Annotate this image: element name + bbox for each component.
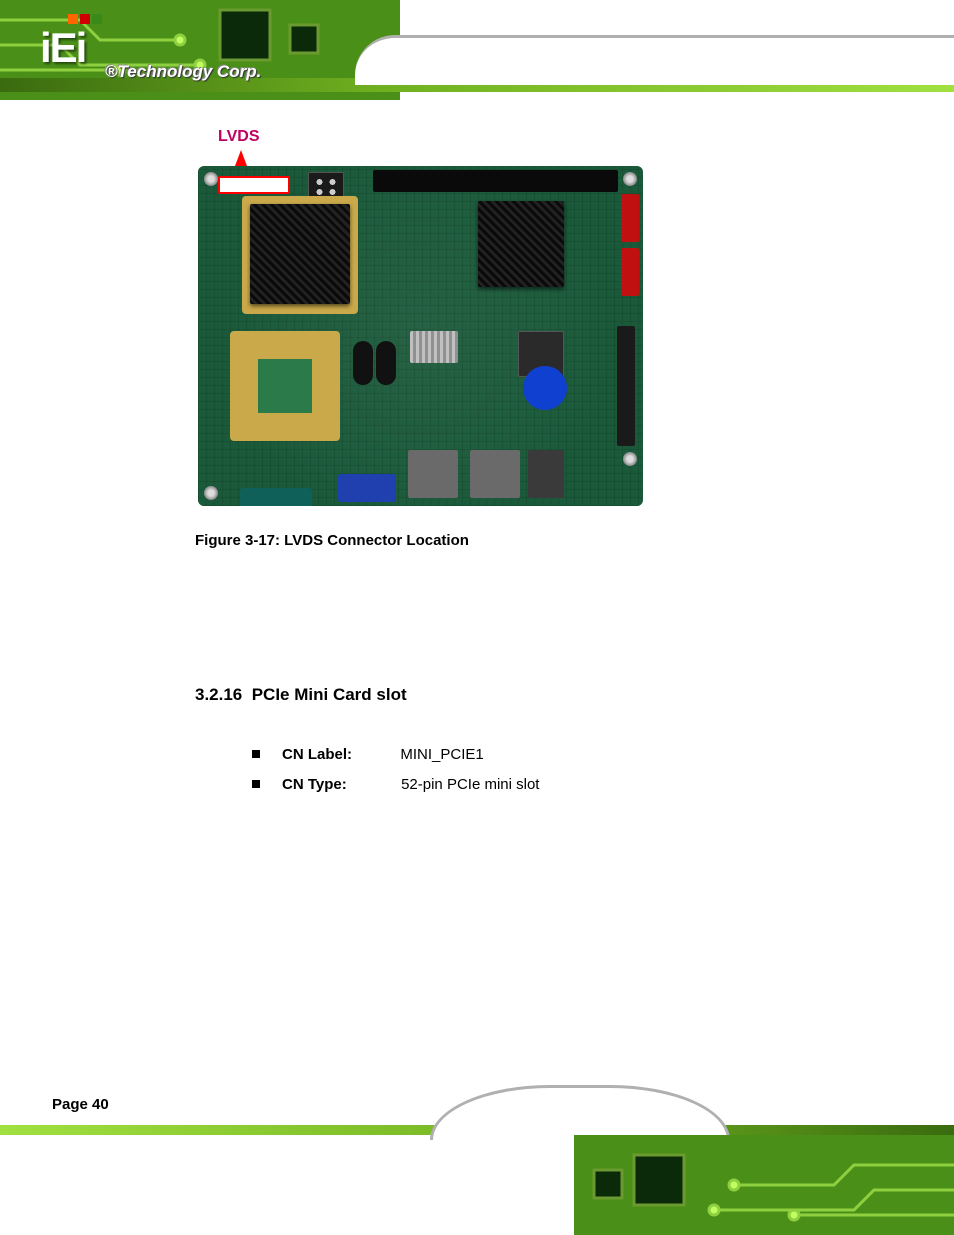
capacitor [376, 341, 396, 385]
small-heatsink [410, 331, 458, 363]
figure-caption: Figure 3-17: LVDS Connector Location [195, 532, 469, 549]
pin-header [617, 326, 635, 446]
mounting-hole [623, 452, 637, 466]
section-heading: 3.2.16 PCIe Mini Card slot [195, 685, 407, 705]
section-number: 3.2.16 [195, 685, 242, 704]
page-header: iEi ®Technology Corp. [0, 0, 954, 105]
cpu-socket [230, 331, 340, 441]
spec-label: CN Type: [282, 776, 347, 793]
logo-tagline: ®Technology Corp. [105, 62, 261, 82]
mounting-hole [204, 172, 218, 186]
capacitor [353, 341, 373, 385]
brand-logo: iEi [40, 24, 85, 72]
list-item: CN Label: MINI_PCIE1 [252, 740, 539, 770]
page-footer [0, 1100, 954, 1235]
logo-color-blocks [68, 14, 102, 24]
spec-value: 52-pin PCIe mini slot [401, 776, 539, 793]
vga-port [338, 474, 396, 502]
sata-connector [621, 248, 639, 296]
spec-value: MINI_PCIE1 [400, 746, 483, 763]
southbridge-heatsink [478, 201, 564, 287]
header-curve [355, 35, 954, 85]
section-title: PCIe Mini Card slot [252, 685, 407, 704]
cmos-battery [523, 366, 567, 410]
mounting-hole [623, 172, 637, 186]
circuit-pattern-icon [574, 1135, 954, 1235]
logo-text: iEi [40, 24, 85, 72]
connector-spec-list: CN Label: MINI_PCIE1 CN Type: 52-pin PCI… [252, 740, 539, 800]
arrow-up-icon [235, 150, 247, 166]
logo-block [68, 14, 78, 24]
footer-curve [430, 1085, 730, 1140]
expansion-header [373, 170, 618, 192]
ethernet-port [408, 450, 458, 498]
northbridge-heatsink [250, 204, 350, 304]
serial-port [240, 488, 312, 506]
usb-port [528, 450, 564, 498]
lvds-callout-label: LVDS [218, 128, 259, 146]
list-item: CN Type: 52-pin PCIe mini slot [252, 770, 539, 800]
logo-block [80, 14, 90, 24]
footer-circuit-decoration [574, 1135, 954, 1235]
motherboard-illustration [198, 166, 643, 506]
mounting-hole [204, 486, 218, 500]
ethernet-port [470, 450, 520, 498]
lvds-connector [218, 176, 290, 194]
sata-connector [621, 194, 639, 242]
logo-block [92, 14, 102, 24]
spec-label: CN Label: [282, 746, 352, 763]
